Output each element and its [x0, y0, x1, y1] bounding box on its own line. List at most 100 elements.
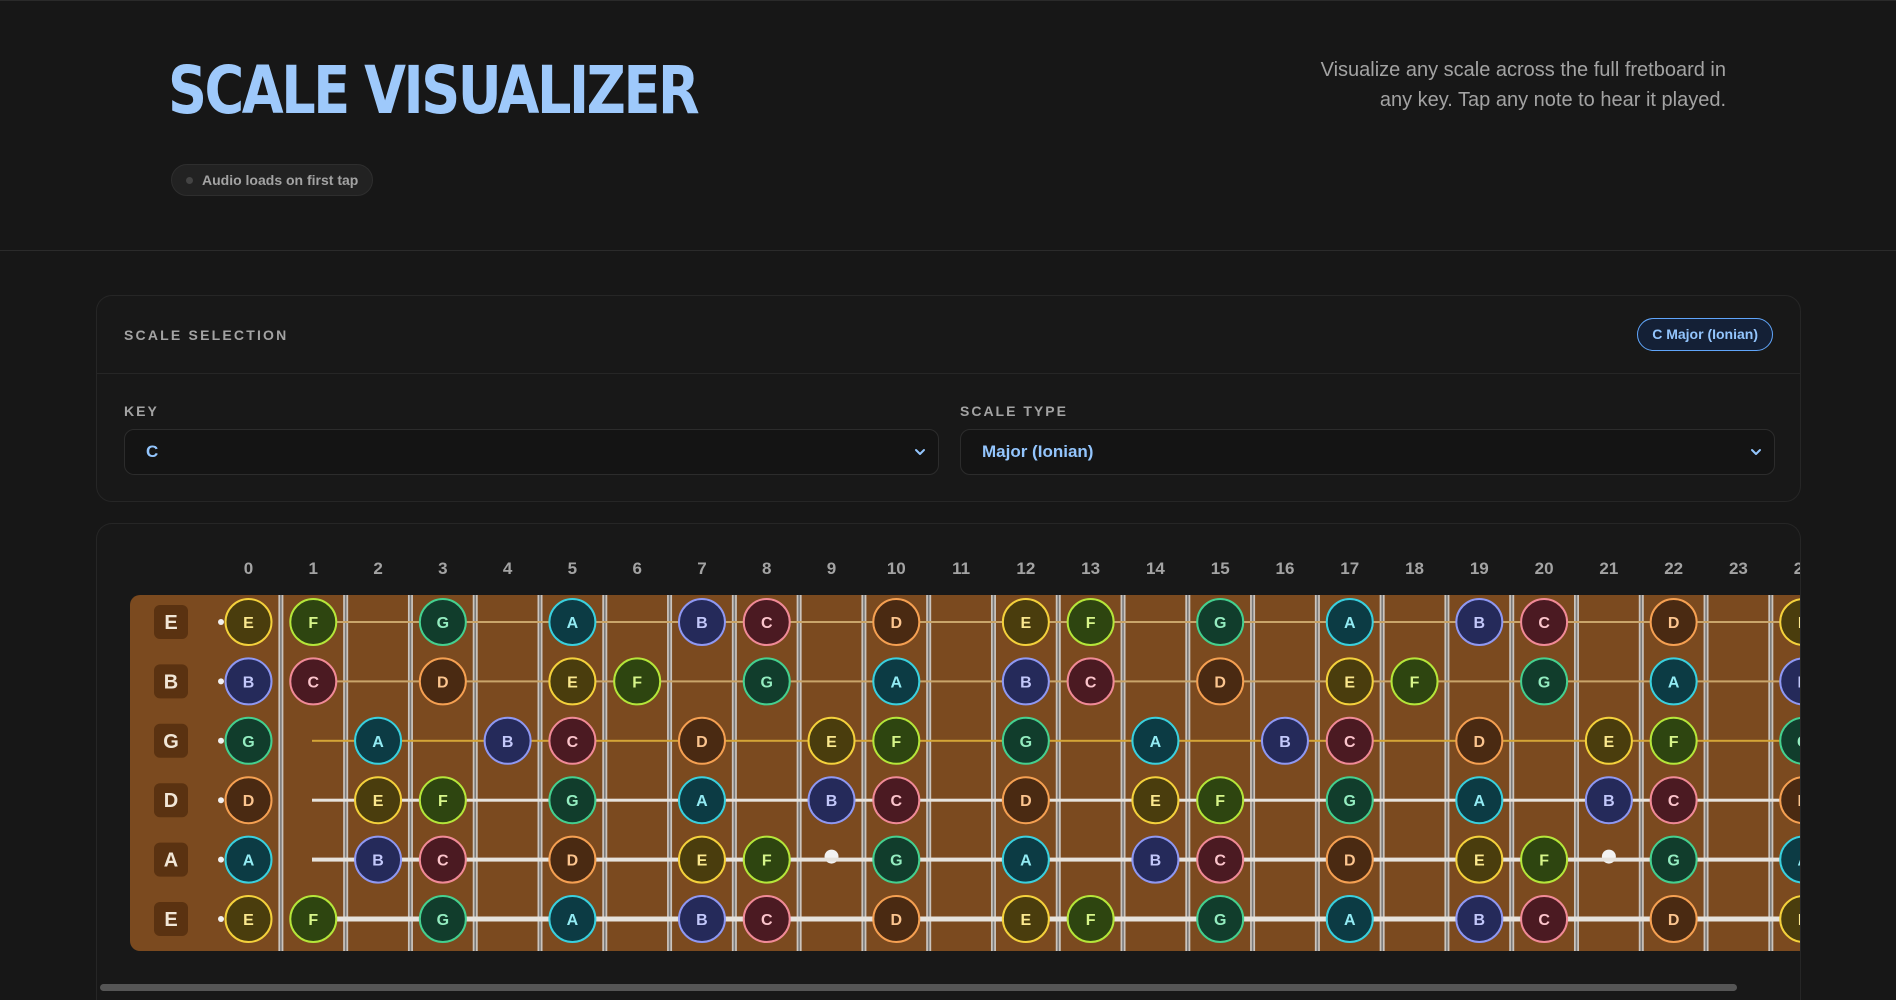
fret-note-E[interactable]: E: [1779, 598, 1801, 646]
fret-note-B[interactable]: B: [807, 776, 856, 825]
fret-note-C[interactable]: C: [548, 716, 597, 765]
fret-note-E[interactable]: E: [224, 598, 273, 646]
fret-wire-shade: [733, 595, 736, 951]
fret-note-F[interactable]: F: [872, 716, 921, 765]
fret-note-D[interactable]: D: [224, 776, 273, 825]
fret-note-F[interactable]: F: [1066, 895, 1115, 943]
fret-note-B[interactable]: B: [1131, 835, 1180, 884]
fret-note-G[interactable]: G: [1325, 776, 1374, 825]
fret-note-D[interactable]: D: [418, 657, 467, 706]
fret-note-B[interactable]: B: [1260, 716, 1309, 765]
fret-note-B[interactable]: B: [1779, 657, 1801, 706]
fret-note-E[interactable]: E: [1001, 598, 1050, 646]
fret-note-D[interactable]: D: [1196, 657, 1245, 706]
fret-note-A[interactable]: A: [354, 716, 403, 765]
fret-note-A[interactable]: A: [1325, 895, 1374, 943]
fret-note-G[interactable]: G: [224, 716, 273, 765]
fret-note-D[interactable]: D: [1455, 716, 1504, 765]
fret-note-B[interactable]: B: [224, 657, 273, 706]
fret-note-D[interactable]: D: [1649, 598, 1698, 646]
fret-note-F[interactable]: F: [1066, 598, 1115, 646]
fret-note-B[interactable]: B: [677, 895, 726, 943]
fret-note-C[interactable]: C: [872, 776, 921, 825]
fret-note-B[interactable]: B: [677, 598, 726, 646]
fret-note-G[interactable]: G: [1649, 835, 1698, 884]
svg-text:A: A: [567, 615, 579, 632]
fret-note-F[interactable]: F: [289, 895, 338, 943]
fret-note-E[interactable]: E: [1584, 716, 1633, 765]
guitar-string: [312, 621, 1800, 623]
fret-note-A[interactable]: A: [1455, 776, 1504, 825]
chevron-down-icon: [1751, 449, 1761, 455]
fret-note-E[interactable]: E: [354, 776, 403, 825]
fret-wire-shade: [1122, 595, 1124, 951]
fret-note-G[interactable]: G: [872, 835, 921, 884]
fret-note-C[interactable]: C: [1520, 598, 1569, 646]
fret-note-G[interactable]: G: [1520, 657, 1569, 706]
fret-note-G[interactable]: G: [1779, 717, 1801, 765]
fret-note-F[interactable]: F: [613, 657, 662, 706]
fret-note-A[interactable]: A: [548, 895, 597, 943]
fret-note-F[interactable]: F: [289, 598, 338, 646]
fret-note-F[interactable]: F: [1196, 776, 1245, 825]
fret-note-E[interactable]: E: [224, 895, 273, 943]
fret-note-A[interactable]: A: [677, 776, 726, 825]
fret-note-F[interactable]: F: [1390, 657, 1439, 706]
fret-note-G[interactable]: G: [548, 776, 597, 825]
scrollbar-thumb[interactable]: [100, 984, 1737, 991]
fret-note-C[interactable]: C: [1325, 716, 1374, 765]
fret-note-G[interactable]: G: [418, 598, 467, 646]
key-select[interactable]: C: [124, 429, 939, 475]
fret-note-C[interactable]: C: [289, 657, 338, 706]
fret-note-E[interactable]: E: [1325, 657, 1374, 706]
fret-note-A[interactable]: A: [1001, 835, 1050, 884]
fret-note-E[interactable]: E: [807, 716, 856, 765]
fret-note-D[interactable]: D: [1325, 835, 1374, 884]
fret-note-D[interactable]: D: [872, 598, 921, 646]
fret-note-A[interactable]: A: [1325, 598, 1374, 646]
fret-note-E[interactable]: E: [1779, 895, 1801, 943]
fret-note-E[interactable]: E: [1001, 895, 1050, 943]
fret-note-A[interactable]: A: [1131, 716, 1180, 765]
fret-note-B[interactable]: B: [1455, 598, 1504, 646]
fret-note-B[interactable]: B: [483, 716, 532, 765]
fret-note-E[interactable]: E: [548, 657, 597, 706]
fret-number: 12: [1016, 559, 1035, 578]
fret-note-E[interactable]: E: [1455, 835, 1504, 884]
fret-note-A[interactable]: A: [548, 598, 597, 646]
fret-note-D[interactable]: D: [1001, 776, 1050, 825]
fret-note-D[interactable]: D: [872, 895, 921, 943]
fret-note-B[interactable]: B: [354, 835, 403, 884]
fret-note-F[interactable]: F: [1649, 716, 1698, 765]
fret-note-C[interactable]: C: [1066, 657, 1115, 706]
fret-note-C[interactable]: C: [742, 895, 791, 943]
fret-note-A[interactable]: A: [224, 835, 273, 884]
fret-number: 24: [1794, 559, 1801, 578]
fret-note-B[interactable]: B: [1584, 776, 1633, 825]
fret-note-G[interactable]: G: [742, 657, 791, 706]
fret-note-C[interactable]: C: [418, 835, 467, 884]
fret-note-E[interactable]: E: [677, 835, 726, 884]
fret-note-C[interactable]: C: [1520, 895, 1569, 943]
fret-note-E[interactable]: E: [1131, 776, 1180, 825]
fret-note-G[interactable]: G: [1196, 598, 1245, 646]
scale-type-select[interactable]: Major (Ionian): [960, 429, 1775, 475]
fret-note-A[interactable]: A: [1779, 835, 1801, 884]
fret-note-A[interactable]: A: [872, 657, 921, 706]
fret-note-G[interactable]: G: [418, 895, 467, 943]
fret-note-A[interactable]: A: [1649, 657, 1698, 706]
fret-note-C[interactable]: C: [742, 598, 791, 646]
fret-note-B[interactable]: B: [1001, 657, 1050, 706]
fret-note-D[interactable]: D: [1779, 776, 1801, 824]
fret-note-C[interactable]: C: [1649, 776, 1698, 825]
fret-note-G[interactable]: G: [1001, 716, 1050, 765]
fret-note-F[interactable]: F: [418, 776, 467, 825]
fret-note-F[interactable]: F: [742, 835, 791, 884]
fret-note-F[interactable]: F: [1520, 835, 1569, 884]
fret-note-D[interactable]: D: [1649, 895, 1698, 943]
fret-note-C[interactable]: C: [1196, 835, 1245, 884]
fret-note-G[interactable]: G: [1196, 895, 1245, 943]
fret-note-B[interactable]: B: [1455, 895, 1504, 943]
fret-note-D[interactable]: D: [548, 835, 597, 884]
fret-note-D[interactable]: D: [677, 716, 726, 765]
